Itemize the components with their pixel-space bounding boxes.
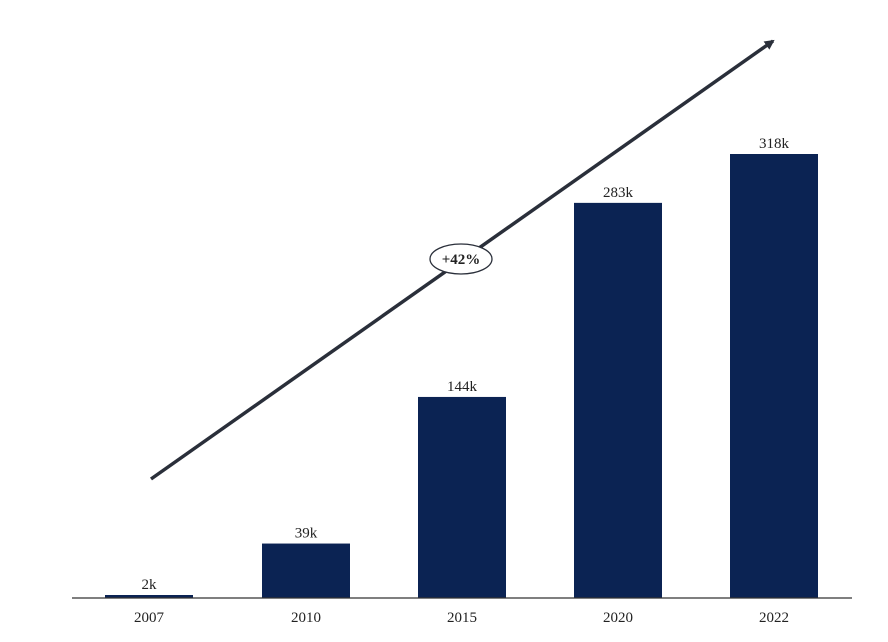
growth-label: +42% xyxy=(442,252,481,268)
value-label-2015: 144k xyxy=(447,379,478,395)
x-tick-2020: 2020 xyxy=(603,610,633,626)
bar-2022 xyxy=(730,154,818,598)
x-tick-2022: 2022 xyxy=(759,610,789,626)
growth-badge xyxy=(429,243,493,275)
bar-2007 xyxy=(105,595,193,598)
value-label-2007: 2k xyxy=(142,577,158,593)
bar-2010 xyxy=(262,543,350,598)
value-label-2020: 283k xyxy=(603,185,634,201)
growth-annotation: +42% xyxy=(149,39,775,481)
value-label-2022: 318k xyxy=(759,136,790,152)
bar-2015 xyxy=(418,396,506,598)
x-tick-2007: 2007 xyxy=(134,610,165,626)
x-tick-labels: 2007 2010 2015 2020 2022 xyxy=(134,610,789,626)
x-tick-2010: 2010 xyxy=(291,610,321,626)
value-label-2010: 39k xyxy=(295,526,318,542)
x-tick-2015: 2015 xyxy=(447,610,477,626)
value-labels-layer: 2k 39k 144k 283k 318k xyxy=(142,136,790,593)
bar-2020 xyxy=(574,202,662,598)
bars-layer xyxy=(105,154,818,598)
